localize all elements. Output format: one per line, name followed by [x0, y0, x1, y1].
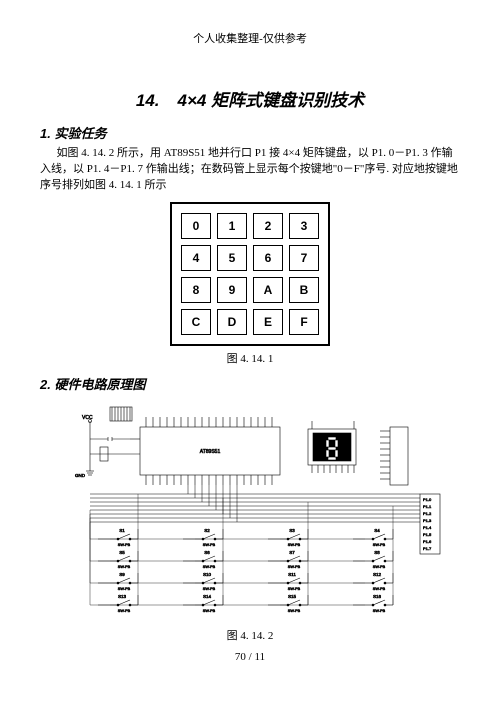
svg-text:SW-PB: SW-PB [203, 609, 216, 613]
svg-text:S9: S9 [119, 572, 125, 577]
keypad-row: 0 1 2 3 [178, 210, 322, 242]
svg-text:P1.3: P1.3 [423, 518, 432, 523]
key: 1 [217, 213, 247, 239]
svg-text:SW-PB: SW-PB [373, 565, 386, 569]
circuit-diagram: AT89S51 [40, 399, 460, 624]
key: 6 [253, 245, 283, 271]
svg-text:SW-PB: SW-PB [373, 609, 386, 613]
svg-text:AT89S51: AT89S51 [200, 449, 221, 455]
key: E [253, 309, 283, 335]
svg-text:S13: S13 [118, 594, 127, 599]
key: 2 [253, 213, 283, 239]
figure1-caption: 图 4. 14. 1 [40, 350, 460, 366]
svg-text:SW-PB: SW-PB [288, 609, 301, 613]
section1-num: 1. [40, 126, 51, 141]
svg-text:S14: S14 [203, 594, 212, 599]
svg-text:SW-PB: SW-PB [373, 587, 386, 591]
svg-text:SW-PB: SW-PB [118, 609, 131, 613]
svg-text:S15: S15 [288, 594, 297, 599]
section2-heading: 硬件电路原理图 [54, 377, 145, 392]
key: 5 [217, 245, 247, 271]
svg-text:P1.4: P1.4 [423, 525, 432, 530]
section1-title: 1. 实验任务 [40, 123, 460, 142]
svg-text:P1.7: P1.7 [423, 546, 432, 551]
chapter-title: 14. 4×4 矩阵式键盘识别技术 [40, 86, 460, 111]
svg-text:SW-PB: SW-PB [203, 587, 216, 591]
key: F [289, 309, 319, 335]
svg-text:S10: S10 [203, 572, 212, 577]
svg-text:S8: S8 [374, 550, 380, 555]
svg-text:SW-PB: SW-PB [118, 587, 131, 591]
svg-text:P1.1: P1.1 [423, 504, 432, 509]
svg-text:S11: S11 [288, 572, 296, 577]
key: 9 [217, 277, 247, 303]
keypad-row: C D E F [178, 306, 322, 338]
svg-text:SW-PB: SW-PB [288, 565, 301, 569]
key: 3 [289, 213, 319, 239]
svg-text:SW-PB: SW-PB [203, 543, 216, 547]
key: 8 [181, 277, 211, 303]
svg-text:P1.0: P1.0 [423, 497, 432, 502]
key: A [253, 277, 283, 303]
keypad-row: 4 5 6 7 [178, 242, 322, 274]
svg-text:SW-PB: SW-PB [118, 565, 131, 569]
section1-para: 如图 4. 14. 2 所示，用 AT89S51 地并行口 P1 接 4×4 矩… [40, 146, 460, 194]
svg-text:SW-PB: SW-PB [288, 543, 301, 547]
svg-text:S3: S3 [289, 528, 295, 533]
keypad-figure: 0 1 2 3 4 5 6 7 8 9 A B C D E F [40, 202, 460, 346]
key: 7 [289, 245, 319, 271]
chapter-num: 14. [136, 91, 160, 111]
svg-text:S12: S12 [373, 572, 382, 577]
svg-text:S4: S4 [374, 528, 380, 533]
figure2-caption: 图 4. 14. 2 [40, 627, 460, 643]
section1-heading: 实验任务 [54, 126, 106, 141]
keypad-row: 8 9 A B [178, 274, 322, 306]
chapter-title-text: 4×4 矩阵式键盘识别技术 [178, 91, 365, 110]
key: D [217, 309, 247, 335]
svg-text:SW-PB: SW-PB [203, 565, 216, 569]
svg-text:P1.5: P1.5 [423, 532, 432, 537]
svg-text:P1.6: P1.6 [423, 539, 432, 544]
svg-text:S1: S1 [119, 528, 125, 533]
keypad-outer: 0 1 2 3 4 5 6 7 8 9 A B C D E F [170, 202, 330, 346]
svg-text:GND: GND [75, 473, 86, 478]
svg-text:S6: S6 [204, 550, 210, 555]
key: 0 [181, 213, 211, 239]
page-number: 70 / 11 [40, 651, 460, 663]
svg-text:SW-PB: SW-PB [373, 543, 386, 547]
svg-text:S16: S16 [373, 594, 382, 599]
svg-text:SW-PB: SW-PB [118, 543, 131, 547]
key: C [181, 309, 211, 335]
svg-text:S2: S2 [204, 528, 210, 533]
key: 4 [181, 245, 211, 271]
svg-text:S5: S5 [119, 550, 125, 555]
section2-title: 2. 硬件电路原理图 [40, 374, 460, 393]
key: B [289, 277, 319, 303]
svg-text:P1.2: P1.2 [423, 511, 432, 516]
section2-num: 2. [40, 377, 51, 392]
svg-text:SW-PB: SW-PB [288, 587, 301, 591]
svg-text:S7: S7 [289, 550, 295, 555]
page-header: 个人收集整理-仅供参考 [40, 30, 460, 46]
